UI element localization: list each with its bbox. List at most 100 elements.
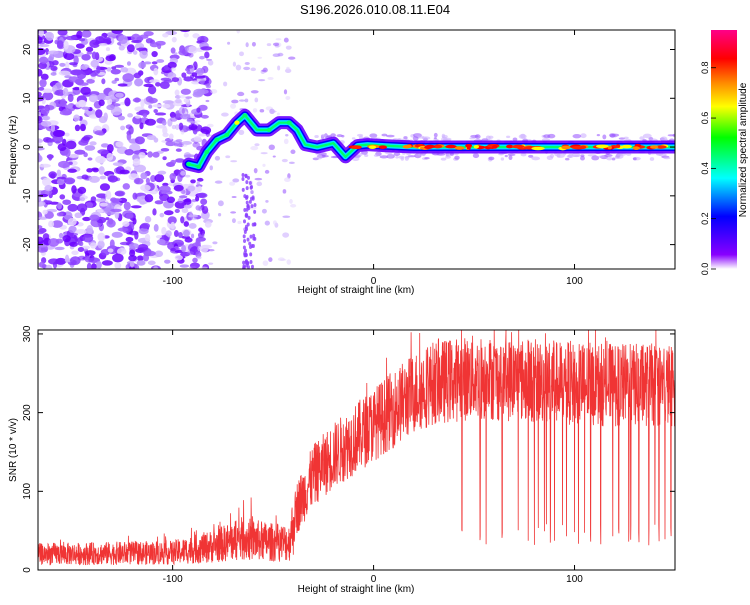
noise-blob <box>128 254 137 262</box>
noise-blob <box>174 95 181 99</box>
noise-blob <box>185 96 193 99</box>
noise-blob <box>162 182 169 187</box>
noise-blob <box>632 157 637 161</box>
noise-blob <box>184 237 193 243</box>
noise-blob <box>285 95 291 101</box>
noise-blob <box>103 112 108 121</box>
noise-blob <box>187 185 196 192</box>
noise-blob <box>101 78 106 85</box>
noise-blob <box>86 262 92 269</box>
noise-blob <box>81 53 91 61</box>
noise-blob <box>38 47 46 56</box>
noise-blob <box>88 94 99 103</box>
noise-blob <box>45 31 55 41</box>
spectrogram-frame <box>37 29 676 270</box>
noise-blob <box>157 43 162 50</box>
noise-blob <box>192 142 201 148</box>
noise-blob <box>38 147 45 151</box>
noise-blob <box>245 186 249 191</box>
noise-blob <box>188 223 197 229</box>
noise-blob <box>58 70 71 76</box>
noise-blob <box>84 145 96 151</box>
noise-blob <box>145 250 156 257</box>
noise-blob <box>100 143 110 148</box>
noise-blob <box>76 30 83 39</box>
noise-blob <box>249 234 253 239</box>
spectrogram-xtick-label: 100 <box>566 276 583 287</box>
noise-blob <box>261 69 267 72</box>
noise-blob <box>67 93 74 103</box>
spectrogram-ytick-label: 20 <box>22 44 33 56</box>
noise-blob <box>107 175 118 183</box>
noise-blob <box>178 49 188 56</box>
noise-blob <box>139 122 144 130</box>
noise-blob <box>180 130 185 135</box>
noise-blob <box>166 196 176 204</box>
noise-blob <box>512 137 518 142</box>
noise-blob <box>82 216 91 222</box>
noise-blob <box>242 264 246 269</box>
noise-blob <box>520 153 527 157</box>
noise-blob <box>38 68 43 77</box>
noise-blob <box>69 256 81 266</box>
ridge-hot-spot <box>224 132 230 137</box>
noise-blob <box>133 177 144 185</box>
noise-blob <box>188 214 199 218</box>
noise-blob <box>67 218 77 226</box>
noise-blob <box>642 133 652 139</box>
noise-blob <box>506 135 511 139</box>
noise-blob <box>246 237 250 242</box>
noise-blob <box>89 141 97 146</box>
noise-blob <box>155 82 161 87</box>
noise-blob <box>262 260 269 266</box>
noise-blob <box>249 196 253 201</box>
ridge-hot-spot <box>445 144 457 149</box>
noise-blob <box>57 143 67 152</box>
noise-blob <box>114 191 125 197</box>
ridge-hot-spot <box>505 144 514 149</box>
noise-blob <box>379 155 389 159</box>
noise-blob <box>187 114 191 118</box>
noise-blob <box>144 233 151 242</box>
noise-blob <box>272 42 280 46</box>
noise-blob <box>207 123 214 128</box>
noise-blob <box>167 216 177 225</box>
spectrogram-xtick-label: 0 <box>371 276 377 287</box>
noise-blob <box>253 222 257 227</box>
noise-blob <box>98 166 105 175</box>
noise-blob <box>186 65 194 69</box>
noise-blob <box>205 99 210 103</box>
noise-blob <box>65 35 78 41</box>
noise-blob <box>68 76 80 83</box>
noise-blob <box>186 251 195 256</box>
ridge-hot-spot <box>621 144 632 149</box>
noise-blob <box>243 207 247 212</box>
noise-blob <box>259 108 265 113</box>
noise-blob <box>152 208 157 216</box>
spectrogram-ytick-label: -20 <box>22 237 33 252</box>
noise-blob <box>75 43 85 49</box>
noise-blob <box>442 137 452 141</box>
noise-blob <box>48 258 60 265</box>
noise-blob <box>62 199 72 205</box>
noise-blob <box>152 151 160 158</box>
noise-blob <box>253 203 257 208</box>
noise-blob <box>244 227 248 232</box>
noise-blob <box>114 262 122 269</box>
noise-blob <box>183 32 189 38</box>
noise-blob <box>170 159 177 165</box>
noise-blob <box>667 134 675 137</box>
noise-blob <box>188 121 197 124</box>
noise-blob <box>75 229 87 235</box>
noise-blob <box>136 260 146 266</box>
noise-blob <box>174 89 180 96</box>
noise-blob <box>507 153 516 157</box>
noise-blob <box>250 190 254 195</box>
noise-blob <box>170 221 175 230</box>
noise-blob <box>95 198 106 202</box>
noise-blob <box>56 178 65 186</box>
noise-blob <box>225 155 231 159</box>
noise-blob <box>580 154 585 158</box>
ridge-hot-spot <box>242 113 248 118</box>
noise-blob <box>235 64 242 71</box>
